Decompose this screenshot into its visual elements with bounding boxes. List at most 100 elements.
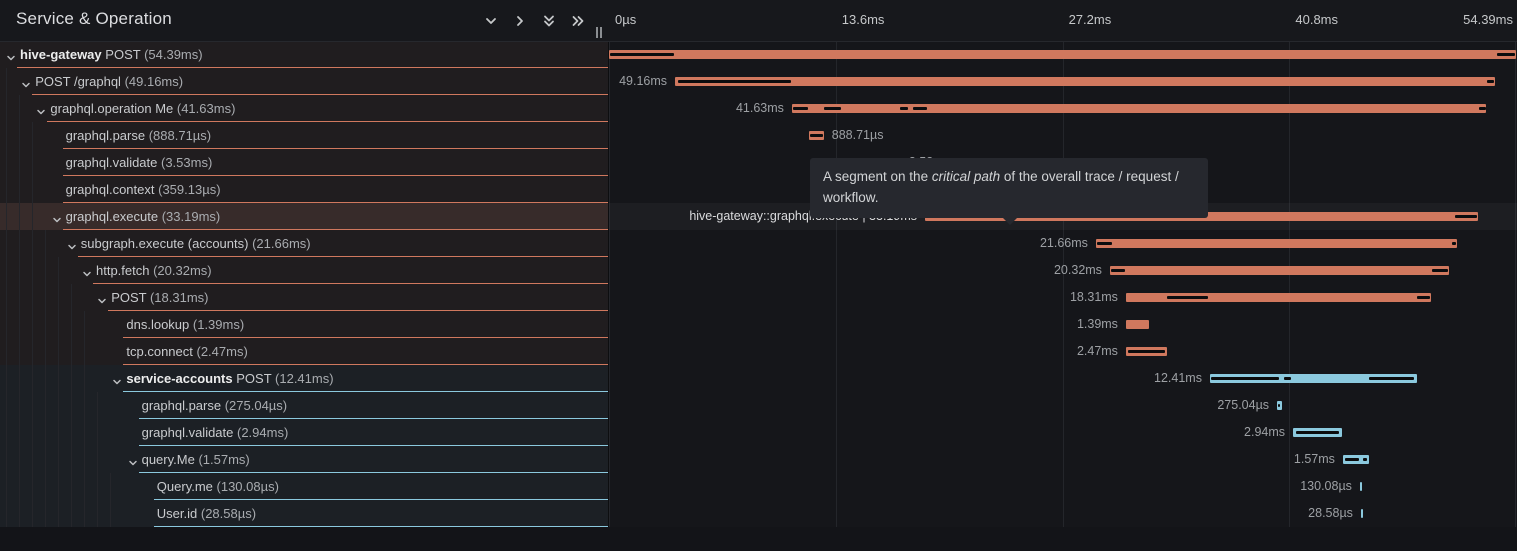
span-label: graphql.parse (888.71µs)	[66, 122, 212, 149]
span-row-dns-lookup[interactable]: dns.lookup (1.39ms)	[0, 311, 608, 338]
span-row-subgraph-execute-accounts-[interactable]: subgraph.execute (accounts) (21.66ms)	[0, 230, 608, 257]
span-row-post[interactable]: service-accounts POST (12.41ms)	[0, 365, 608, 392]
span-bar[interactable]	[609, 50, 1516, 59]
indent-guides	[6, 122, 45, 149]
operation-name: graphql.operation Me	[50, 101, 177, 116]
bar-duration-label: 12.41ms	[1154, 371, 1202, 385]
span-bar[interactable]	[791, 104, 1487, 113]
expand-one-button[interactable]	[511, 12, 529, 30]
span-bar[interactable]	[1360, 509, 1364, 518]
bar-duration-label: 275.04µs	[1217, 398, 1270, 412]
span-row-graphql-validate[interactable]: graphql.validate (3.53ms)	[0, 149, 608, 176]
timeline-tick-label: 0µs	[615, 12, 637, 27]
row-background	[0, 122, 608, 149]
collapse-chevron-icon[interactable]	[6, 50, 16, 68]
span-row-http-fetch[interactable]: http.fetch (20.32ms)	[0, 257, 608, 284]
row-underline	[123, 391, 608, 392]
bar-duration-label: 888.71µs	[831, 128, 884, 142]
pane-divider[interactable]	[608, 0, 609, 527]
span-row-graphql-parse[interactable]: graphql.parse (275.04µs)	[0, 392, 608, 419]
timeline-tick-label: 27.2ms	[1068, 12, 1112, 27]
span-label: query.Me (1.57ms)	[142, 446, 250, 473]
span-duration: (2.47ms)	[196, 344, 248, 359]
row-background	[0, 311, 608, 338]
indent-guides	[6, 284, 84, 311]
span-bar[interactable]	[1209, 374, 1417, 383]
row-background	[0, 365, 608, 392]
bar-duration-label: 21.66ms	[1039, 236, 1088, 250]
span-label: POST /graphql (49.16ms)	[35, 68, 183, 95]
critical-path-segment	[1496, 53, 1515, 56]
collapse-chevron-icon[interactable]	[112, 374, 122, 392]
operation-name: POST	[105, 47, 145, 62]
span-bar[interactable]	[1095, 239, 1458, 248]
span-row-user-id[interactable]: User.id (28.58µs)	[0, 500, 608, 527]
collapse-chevron-icon[interactable]	[21, 77, 31, 95]
span-row-query-me[interactable]: Query.me (130.08µs)	[0, 473, 608, 500]
bar-duration-label: 1.57ms	[1293, 452, 1335, 466]
span-bar[interactable]	[675, 77, 1495, 86]
span-label: User.id (28.58µs)	[157, 500, 256, 527]
span-bar[interactable]	[1125, 320, 1150, 329]
span-duration: (359.13µs)	[158, 182, 221, 197]
chevrons-right-icon	[572, 16, 584, 26]
operation-name: subgraph.execute (accounts)	[80, 236, 253, 251]
span-row-post[interactable]: hive-gateway POST (54.39ms)	[0, 41, 608, 68]
operation-name: http.fetch	[96, 263, 154, 278]
span-duration: (130.08µs)	[216, 479, 279, 494]
span-row-post-graphql[interactable]: POST /graphql (49.16ms)	[0, 68, 608, 95]
span-bar[interactable]	[1109, 266, 1449, 275]
bar-duration-label: 2.47ms	[1076, 344, 1118, 358]
operation-name: POST	[236, 371, 276, 386]
span-label: Query.me (130.08µs)	[157, 473, 279, 500]
critical-path-segment	[913, 107, 927, 110]
critical-path-segment	[823, 107, 841, 110]
operation-name: graphql.parse	[141, 398, 225, 413]
bar-duration-label: 49.16ms	[619, 74, 668, 88]
collapse-chevron-icon[interactable]	[128, 455, 138, 473]
collapse-chevron-icon[interactable]	[82, 266, 92, 284]
column-resize-handle[interactable]	[595, 27, 604, 38]
collapse-chevron-icon[interactable]	[97, 293, 107, 311]
indent-guides	[6, 473, 123, 500]
row-background	[0, 284, 608, 311]
critical-path-segment	[1127, 350, 1165, 353]
critical-path-segment	[1451, 242, 1456, 245]
span-label: http.fetch (20.32ms)	[96, 257, 212, 284]
expand-all-button[interactable]	[569, 12, 587, 30]
span-duration: (3.53ms)	[161, 155, 213, 170]
collapse-one-button[interactable]	[482, 12, 500, 30]
row-underline	[93, 283, 608, 284]
critical-path-segment	[1478, 107, 1486, 110]
span-bar[interactable]	[1359, 482, 1363, 491]
span-row-graphql-validate[interactable]: graphql.validate (2.94ms)	[0, 419, 608, 446]
span-duration: (2.94ms)	[237, 425, 289, 440]
span-bar[interactable]	[1125, 293, 1432, 302]
indent-guides	[6, 230, 58, 257]
row-underline	[17, 67, 608, 68]
span-row-graphql-parse[interactable]: graphql.parse (888.71µs)	[0, 122, 608, 149]
span-row-graphql-operation-me[interactable]: graphql.operation Me (41.63ms)	[0, 95, 608, 122]
tooltip-text: A segment on the critical path of the ov…	[823, 169, 1179, 205]
span-row-post[interactable]: POST (18.31ms)	[0, 284, 608, 311]
collapse-all-button[interactable]	[540, 12, 558, 30]
collapse-chevron-icon[interactable]	[67, 239, 77, 257]
row-underline	[32, 94, 608, 95]
span-row-tcp-connect[interactable]: tcp.connect (2.47ms)	[0, 338, 608, 365]
bar-duration-label: 1.39ms	[1076, 317, 1118, 331]
operation-name: User.id	[156, 506, 201, 521]
collapse-chevron-icon[interactable]	[36, 104, 46, 122]
indent-guides	[6, 68, 19, 95]
span-duration: (54.39ms)	[144, 47, 203, 62]
operation-name: POST /graphql	[35, 74, 125, 89]
chevron-down-icon	[486, 18, 496, 24]
page-title: Service & Operation	[16, 9, 172, 28]
span-row-query-me[interactable]: query.Me (1.57ms)	[0, 446, 608, 473]
row-background	[0, 176, 608, 203]
collapse-chevron-icon[interactable]	[52, 212, 62, 230]
span-label: graphql.operation Me (41.63ms)	[50, 95, 235, 122]
span-row-graphql-execute[interactable]: graphql.execute (33.19ms)	[0, 203, 608, 230]
timeline-gridline	[609, 0, 610, 527]
span-row-graphql-context[interactable]: graphql.context (359.13µs)	[0, 176, 608, 203]
